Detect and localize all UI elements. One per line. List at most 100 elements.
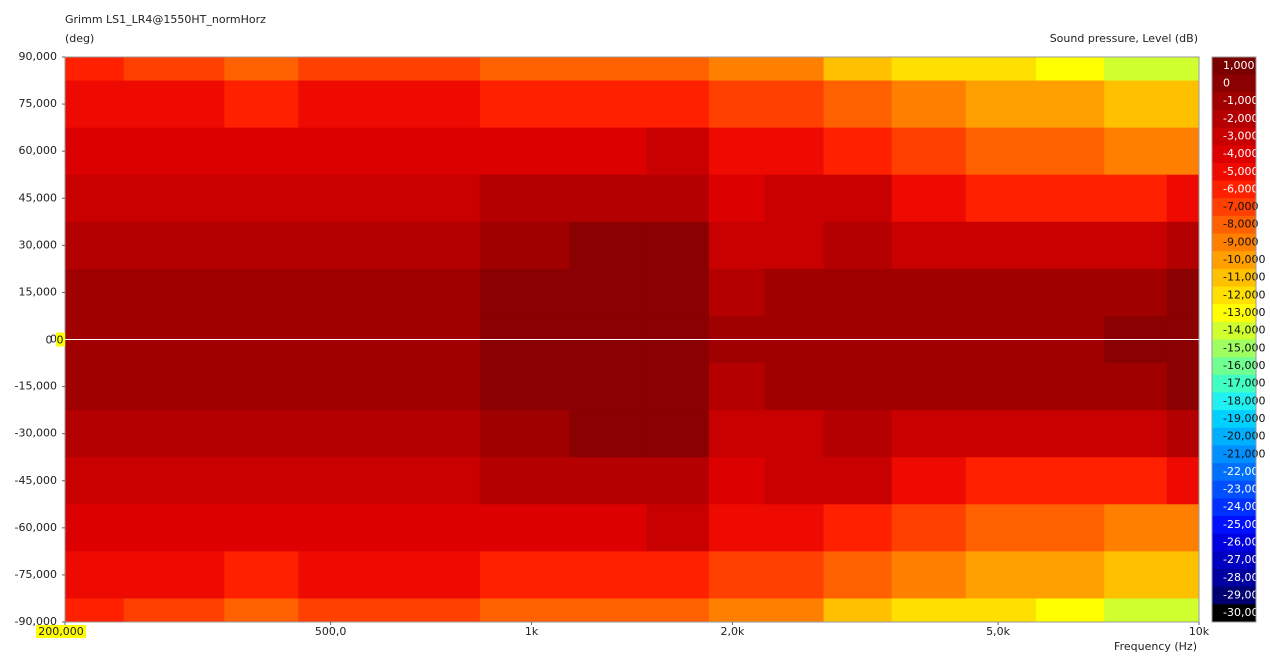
colorbar-band <box>1212 586 1256 605</box>
contour-cell <box>379 363 481 411</box>
contour-cell <box>224 80 299 129</box>
contour-cell <box>764 551 825 599</box>
contour-cell <box>823 80 893 129</box>
contour-cell <box>298 457 380 505</box>
contour-cell <box>479 504 571 552</box>
contour-cell <box>224 174 299 223</box>
contour-cell <box>479 127 571 176</box>
colorbar-label: -15,000 <box>1223 341 1265 354</box>
contour-cell <box>965 410 1037 458</box>
colorbar-label: -8,000 <box>1223 218 1258 231</box>
contour-cell <box>224 598 299 623</box>
contour-cell <box>823 598 893 623</box>
cursor-badge <box>36 625 86 638</box>
contour-cell <box>1104 57 1168 82</box>
contour-cell <box>123 80 225 129</box>
contour-cell <box>823 410 893 458</box>
contour-cell <box>479 551 571 599</box>
contour-cell <box>379 57 481 82</box>
contour-cell <box>65 221 125 270</box>
contour-cell <box>224 504 299 552</box>
colorbar-band <box>1212 480 1256 499</box>
colorbar-label: -24,000 <box>1223 500 1265 513</box>
contour-cell <box>764 80 825 129</box>
colorbar-band <box>1212 215 1256 235</box>
contour-cell <box>123 57 225 82</box>
x-tick-label: 1k <box>525 625 539 638</box>
contour-cell <box>123 457 225 505</box>
contour-cell <box>891 457 967 505</box>
contour-cell <box>708 57 766 82</box>
contour-cell <box>965 174 1037 223</box>
contour-cell <box>224 221 299 270</box>
contour-cell <box>569 80 647 129</box>
colorbar-label: -29,000 <box>1223 589 1265 602</box>
contour-cell <box>65 457 125 505</box>
contour-cell <box>823 551 893 599</box>
contour-cell <box>379 457 481 505</box>
contour-cell <box>708 598 766 623</box>
contour-cell <box>298 80 380 129</box>
contour-cell <box>1166 57 1200 82</box>
colorbar-band <box>1212 251 1256 270</box>
cursor-label: 0 <box>57 334 64 347</box>
colorbar-label: -3,000 <box>1223 129 1258 142</box>
contour-cell <box>965 504 1037 552</box>
contour-cell <box>379 598 481 623</box>
contour-cell <box>65 268 125 317</box>
contour-cell <box>823 57 893 82</box>
contour-cell <box>224 268 299 317</box>
colorbar-band <box>1212 162 1256 182</box>
contour-cell <box>891 410 967 458</box>
contour-cell <box>891 221 967 270</box>
contour-cell <box>479 268 571 317</box>
colorbar-band <box>1212 339 1256 358</box>
colorbar-band <box>1212 145 1256 164</box>
y-tick-label: 15,000 <box>19 285 58 298</box>
colorbar-label: -10,000 <box>1223 253 1265 266</box>
contour-cell <box>891 127 967 176</box>
contour-cell <box>1166 457 1200 505</box>
colorbar-label: -9,000 <box>1223 235 1258 248</box>
contour-cell <box>569 410 647 458</box>
contour-cell <box>891 363 967 411</box>
contour-cell <box>123 504 225 552</box>
colorbar-label: -6,000 <box>1223 182 1258 195</box>
contour-cell <box>1104 598 1168 623</box>
contour-cell <box>298 127 380 176</box>
colorbar-label: -21,000 <box>1223 447 1265 460</box>
contour-cell <box>298 363 380 411</box>
contour-cell <box>646 127 710 176</box>
y-tick-label: 30,000 <box>19 238 58 251</box>
contour-cell <box>1036 174 1105 223</box>
contour-cell <box>379 504 481 552</box>
colorbar-band <box>1212 198 1256 217</box>
contour-cell <box>569 174 647 223</box>
contour-cell <box>1036 598 1105 623</box>
contour-cell <box>298 410 380 458</box>
contour-cell <box>479 174 571 223</box>
contour-cell <box>1104 504 1168 552</box>
contour-cell <box>1166 551 1200 599</box>
contour-cell <box>1036 457 1105 505</box>
contour-cell <box>65 127 125 176</box>
contour-cell <box>1036 268 1105 317</box>
y-tick-label: -75,000 <box>15 568 57 581</box>
colorbar-label: -2,000 <box>1223 112 1258 125</box>
colorbar-label: -19,000 <box>1223 412 1265 425</box>
contour-cell <box>965 363 1037 411</box>
cursor-label: 200,000 <box>38 625 84 638</box>
contour-cell <box>646 504 710 552</box>
y-tick-label: -30,000 <box>15 427 57 440</box>
contour-cell <box>708 457 766 505</box>
contour-cell <box>569 457 647 505</box>
contour-cell <box>65 410 125 458</box>
contour-cell <box>1104 410 1168 458</box>
contour-cell <box>965 57 1037 82</box>
contour-cell <box>224 410 299 458</box>
colorbar-label: -18,000 <box>1223 394 1265 407</box>
contour-cell <box>569 598 647 623</box>
contour-cell <box>764 127 825 176</box>
contour-cell <box>379 551 481 599</box>
colorbar-label: -14,000 <box>1223 324 1265 337</box>
